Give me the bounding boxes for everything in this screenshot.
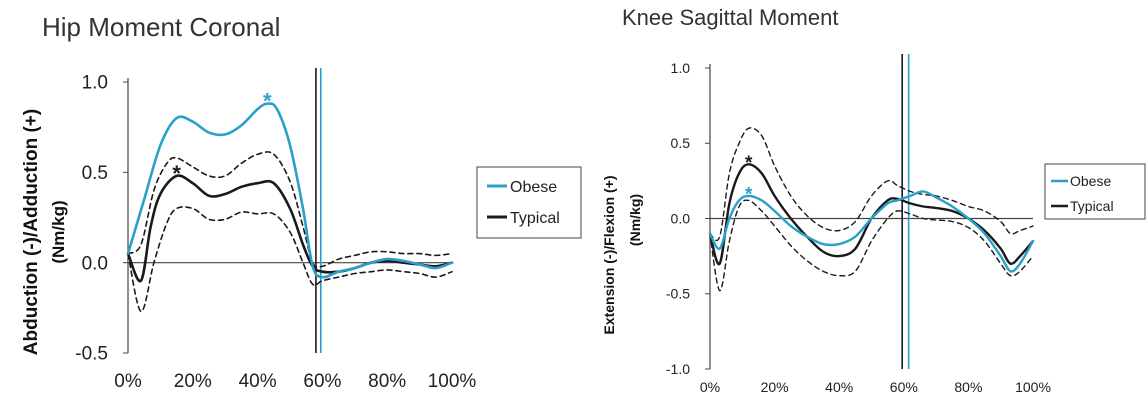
- x-tick-label: 80%: [954, 379, 982, 395]
- x-tick-label: 100%: [428, 371, 477, 392]
- x-tick-label: 40%: [825, 379, 853, 395]
- y-tick-label: 0.0: [671, 210, 691, 226]
- x-tick-label: 0%: [700, 379, 720, 395]
- annotations: **: [745, 153, 753, 206]
- series-lines: [126, 102, 454, 313]
- y-tick-label: -0.5: [666, 286, 690, 302]
- legend-typical-label: Typical: [510, 210, 560, 227]
- significance-marker: *: [172, 161, 181, 186]
- y-tick-label: 0.0: [82, 253, 108, 274]
- x-tick-labels: 0% 20% 40% 60% 80% 100%: [700, 379, 1051, 395]
- sd-band-line: [127, 206, 453, 313]
- significance-marker: *: [263, 89, 272, 114]
- sd-band-line: [709, 199, 1034, 292]
- y-axis-unit-label: (Nm/kg): [49, 200, 68, 263]
- legend-typical-label: Typical: [1070, 198, 1114, 214]
- chart-title: Knee Sagittal Moment: [622, 5, 838, 30]
- x-tick-label: 100%: [1015, 379, 1051, 395]
- x-tick-label: 80%: [368, 371, 406, 392]
- hip-moment-chart: Hip Moment Coronal Abduction (-)/Adducti…: [21, 12, 582, 392]
- x-tick-labels: 0% 20% 40% 60% 80% 100%: [114, 371, 476, 392]
- y-axis-label: Extension (-)/Flexion (+): [601, 175, 617, 334]
- legend-obese-label: Obese: [1070, 173, 1111, 189]
- y-axis-label: Abduction (-)/Adduction (+): [21, 109, 42, 355]
- series-lines: [708, 127, 1035, 292]
- x-tick-label: 0%: [114, 371, 142, 392]
- obese-series-line: [708, 190, 1035, 273]
- x-tick-label: 60%: [303, 371, 341, 392]
- annotations: **: [172, 89, 272, 186]
- sd-band-line: [127, 151, 453, 268]
- y-tick-label: -1.0: [666, 361, 690, 377]
- y-tick-labels: -0.5 0.0 0.5 1.0: [75, 73, 128, 365]
- obese-series-line: [126, 102, 454, 279]
- y-tick-label: 0.5: [671, 135, 691, 151]
- y-tick-label: 1.0: [671, 60, 691, 76]
- x-tick-label: 40%: [239, 371, 277, 392]
- legend-obese-label: Obese: [510, 179, 557, 196]
- y-tick-label: 1.0: [82, 73, 108, 94]
- y-tick-label: 0.5: [82, 163, 108, 184]
- sd-band-line: [709, 127, 1034, 242]
- x-tick-label: 20%: [174, 371, 212, 392]
- y-tick-label: -0.5: [75, 344, 108, 365]
- x-tick-label: 20%: [761, 379, 789, 395]
- event-lines: [901, 54, 910, 369]
- typical-series-line: [126, 174, 454, 283]
- legend: Obese Typical: [476, 166, 582, 239]
- y-tick-labels: -1.0 -0.5 0.0 0.5 1.0: [666, 60, 710, 377]
- legend: Obese Typical: [1044, 163, 1146, 220]
- knee-moment-chart: Knee Sagittal Moment Extension (-)/Flexi…: [601, 5, 1146, 395]
- typical-series-line: [708, 163, 1035, 266]
- y-axis-unit-label: (Nm/kg): [627, 194, 643, 246]
- x-tick-label: 60%: [890, 379, 918, 395]
- significance-marker: *: [745, 153, 753, 174]
- event-lines: [315, 68, 322, 353]
- significance-marker: *: [745, 184, 753, 205]
- chart-title: Hip Moment Coronal: [42, 12, 280, 42]
